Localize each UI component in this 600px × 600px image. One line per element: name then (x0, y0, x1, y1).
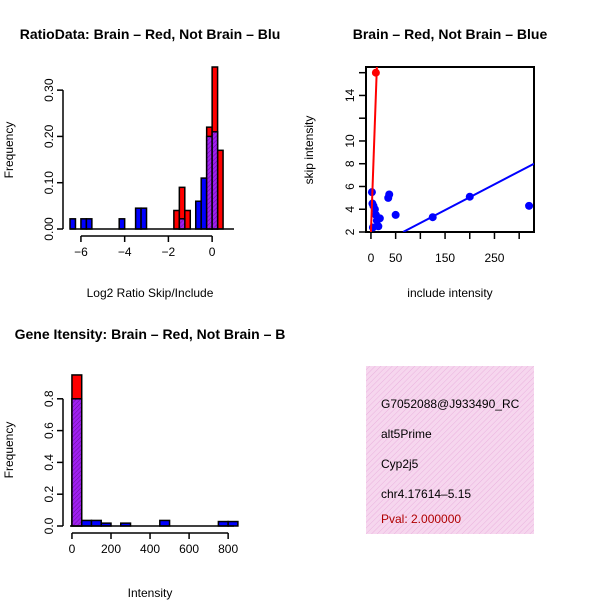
scatter-point-not-brain-7 (375, 214, 384, 223)
scatter-title: Brain – Red, Not Brain – Blue (353, 26, 548, 42)
scatter-y-tick-label-4: 10 (343, 134, 357, 148)
ratio-hist-x-tick-label-1: −4 (118, 245, 132, 259)
intensity-hist-y-tick-label-0: 0.0 (42, 517, 56, 534)
intensity-hist-bar-not-brain-5 (159, 519, 171, 527)
ratio-hist-x-tick-label-3: 0 (209, 245, 216, 259)
info-location: chr4.17614–5.15 (381, 487, 471, 501)
ratio-histogram-bars (69, 66, 234, 230)
scatter-x-tick-label-1: 50 (389, 251, 403, 265)
scatter-y-tick-label-3: 8 (343, 160, 357, 167)
ratio-histogram-title: RatioData: Brain – Red, Not Brain – Blu (20, 26, 281, 42)
ratio-hist-bar-brain-2 (184, 209, 192, 230)
ratio-hist-bar-overlap-6 (178, 218, 186, 230)
intensity-hist-x-tick-label-3: 600 (179, 542, 199, 556)
ratio-histogram-ylabel: Frequency (2, 122, 16, 179)
scatter-point-not-brain-12 (465, 192, 474, 201)
intensity-histogram-xlabel: Intensity (128, 586, 173, 600)
scatter-point-not-brain-9 (385, 190, 394, 199)
scatter-axes: 0 50 150 250 2 4 6 8 10 14 (343, 71, 520, 265)
info-panel: G7052088@J933490_RC alt5Prime Cyp2j5 chr… (366, 366, 534, 534)
scatter-point-not-brain-11 (428, 213, 437, 222)
intensity-hist-x-tick-label-4: 800 (218, 542, 238, 556)
intensity-hist-x-tick-label-2: 400 (140, 542, 160, 556)
scatter-point-not-brain-13 (525, 201, 534, 210)
scatter-marks (367, 67, 534, 232)
ratio-hist-bar-not-brain-8 (200, 177, 208, 230)
intensity-histogram-panel: Gene Itensity: Brain – Red, Not Brain – … (2, 326, 285, 600)
intensity-hist-bar-not-brain-2 (90, 519, 102, 527)
intensity-hist-y-tick-label-4: 0.8 (42, 390, 56, 407)
intensity-hist-bar-overlap-0 (71, 398, 83, 527)
intensity-histogram-title: Gene Itensity: Brain – Red, Not Brain – … (15, 326, 286, 342)
scatter-point-brain-0 (371, 68, 380, 77)
info-gene-id: G7052088@J933490_RC (381, 397, 520, 411)
scatter-y-tick-label-5: 14 (343, 88, 357, 102)
ratio-hist-x-tick-label-2: −2 (162, 245, 176, 259)
intensity-hist-y-tick-label-2: 0.4 (42, 454, 56, 471)
ratio-hist-bar-overlap-9 (205, 135, 213, 230)
ratio-histogram-panel: RatioData: Brain – Red, Not Brain – Blu … (2, 26, 280, 300)
ratio-hist-bar-not-brain-0 (69, 218, 77, 230)
intensity-hist-y-tick-label-1: 0.2 (42, 486, 56, 503)
ratio-hist-bar-not-brain-5 (140, 207, 148, 230)
scatter-x-tick-label-2: 150 (435, 251, 455, 265)
ratio-hist-bar-not-brain-2 (85, 218, 93, 230)
ratio-hist-x-tick-label-0: −6 (74, 245, 88, 259)
scatter-point-not-brain-10 (391, 210, 400, 219)
ratio-hist-y-tick-label-1: 0.10 (42, 171, 56, 195)
scatter-x-tick-label-0: 0 (368, 251, 375, 265)
intensity-histogram-bars (70, 374, 239, 527)
scatter-plot-box (365, 66, 535, 233)
info-panel-background (366, 366, 534, 534)
ratio-hist-bar-overlap-10 (211, 131, 219, 230)
info-gene-name: Cyp2j5 (381, 457, 419, 471)
intensity-histogram-ylabel: Frequency (2, 422, 16, 479)
scatter-y-tick-label-1: 4 (343, 206, 357, 213)
ratio-hist-bar-brain-5 (216, 149, 224, 230)
ratio-hist-bar-not-brain-4 (134, 207, 142, 230)
scatter-panel: Brain – Red, Not Brain – Blue 0 50 150 250 2… (302, 26, 547, 300)
intensity-hist-x-tick-label-0: 0 (69, 542, 76, 556)
scatter-y-tick-label-2: 6 (343, 183, 357, 190)
ratio-hist-bar-not-brain-3 (118, 218, 126, 230)
intensity-hist-x-tick-label-1: 200 (101, 542, 121, 556)
intensity-hist-bar-not-brain-1 (80, 519, 93, 527)
intensity-hist-y-tick-label-3: 0.6 (42, 422, 56, 439)
intensity-histogram-axes: 0 200 400 600 800 0.0 0.2 0.4 0.6 0.8 (42, 390, 238, 556)
scatter-fit-brain (369, 67, 378, 232)
ratio-hist-bar-brain-0 (173, 209, 181, 230)
ratio-histogram-xlabel: Log2 Ratio Skip/Include (87, 286, 214, 300)
scatter-ylabel: skip intensity (302, 116, 316, 185)
ratio-hist-y-tick-label-2: 0.20 (42, 124, 56, 148)
scatter-y-tick-label-0: 2 (343, 228, 357, 235)
ratio-histogram-axes: −6 −4 −2 0 0.00 0.10 0.20 0.30 (42, 78, 216, 259)
ratio-hist-y-tick-label-0: 0.00 (42, 217, 56, 241)
ratio-hist-y-tick-label-3: 0.30 (42, 78, 56, 102)
scatter-x-tick-label-3: 250 (484, 251, 504, 265)
ratio-hist-bar-not-brain-7 (194, 200, 202, 230)
scatter-xlabel: include intensity (407, 286, 492, 300)
info-event-type: alt5Prime (381, 427, 432, 441)
info-pval: Pval: 2.000000 (381, 512, 461, 526)
ratio-hist-bar-not-brain-1 (80, 218, 88, 230)
